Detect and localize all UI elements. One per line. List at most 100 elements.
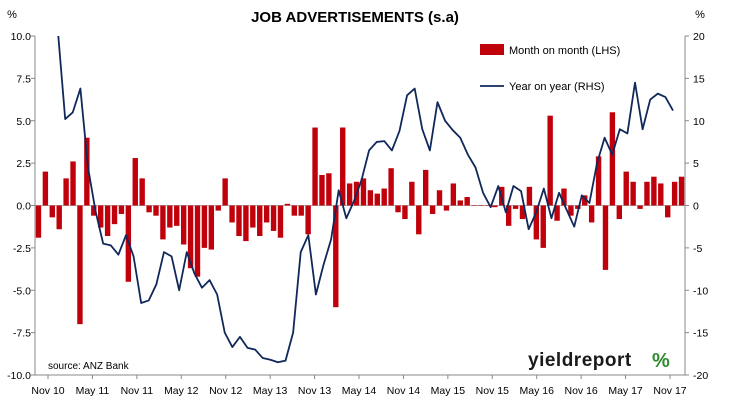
mom-bar xyxy=(471,205,477,206)
left-tick-label: 2.5 xyxy=(16,158,31,170)
right-tick-label: -15 xyxy=(693,328,708,340)
brand-text: yieldreport xyxy=(528,350,632,371)
mom-bar xyxy=(187,205,194,269)
mom-bar xyxy=(409,181,415,206)
mom-bar xyxy=(77,205,83,325)
mom-bar xyxy=(374,193,380,206)
mom-bar xyxy=(443,205,450,211)
mom-bar xyxy=(540,205,546,248)
mom-bar xyxy=(367,190,374,206)
mom-bar xyxy=(429,205,436,214)
mom-bar xyxy=(416,205,422,235)
mom-bar xyxy=(485,205,491,206)
mom-bar xyxy=(319,174,325,206)
mom-bar xyxy=(208,205,215,250)
mom-bar xyxy=(492,205,498,208)
mom-bar xyxy=(609,112,616,206)
brand-percent-icon: % xyxy=(652,350,670,372)
mom-bar xyxy=(602,205,609,270)
x-tick-label: May 13 xyxy=(253,385,288,397)
left-tick-label: -7.5 xyxy=(13,328,31,340)
right-tick-label: 10 xyxy=(693,116,705,128)
mom-bar xyxy=(526,186,533,206)
mom-bar xyxy=(588,205,595,223)
x-tick-label: Nov 10 xyxy=(31,385,64,397)
mom-bar xyxy=(104,205,111,237)
chart-title: JOB ADVERTISEMENTS (s.a) xyxy=(251,9,459,26)
mom-bar xyxy=(422,169,429,206)
mom-bar xyxy=(284,203,291,206)
mom-bar xyxy=(402,205,408,220)
mom-bar xyxy=(505,205,512,226)
mom-bar xyxy=(582,195,588,206)
right-tick-label: -5 xyxy=(693,243,702,255)
mom-bar xyxy=(630,181,636,206)
mom-bar xyxy=(450,183,457,206)
mom-bar xyxy=(568,205,574,216)
mom-bar xyxy=(519,205,526,220)
x-tick-label: Nov 15 xyxy=(476,385,509,397)
left-tick-label: 5.0 xyxy=(16,116,31,128)
mom-bar xyxy=(146,205,152,213)
mom-bars xyxy=(35,112,685,325)
left-axis: 10.0 7.5 5.0 2.5 0.0 -2.5 -5.0 -7.5 -10.0 xyxy=(7,31,35,382)
right-tick-label: 15 xyxy=(693,73,705,85)
right-tick-label: 20 xyxy=(693,31,705,43)
mom-bar xyxy=(575,205,581,209)
mom-bar xyxy=(360,178,367,206)
mom-bar xyxy=(464,197,470,206)
mom-bar xyxy=(250,205,256,228)
mom-bar xyxy=(326,173,332,206)
mom-bar xyxy=(644,181,650,206)
mom-bar xyxy=(49,205,55,218)
mom-bar xyxy=(616,205,622,220)
right-tick-label: -10 xyxy=(693,285,708,297)
yoy-line-layer xyxy=(57,36,674,364)
legend: Month on month (LHS) Year on year (RHS) xyxy=(480,44,620,93)
mom-bar xyxy=(637,205,643,209)
mom-bar xyxy=(153,205,159,216)
mom-bar xyxy=(595,156,602,206)
left-tick-label: 0.0 xyxy=(16,201,31,213)
yoy-line xyxy=(57,36,674,364)
mom-bar xyxy=(340,127,346,206)
x-axis: Nov 10 May 11 Nov 11 May 12 Nov 12 May 13 Nov … xyxy=(31,375,687,397)
right-tick-label: 0 xyxy=(693,201,699,213)
mom-bar xyxy=(222,178,228,206)
left-unit-label: % xyxy=(7,9,17,21)
legend-swatch-mom xyxy=(480,44,504,55)
mom-bar xyxy=(160,205,166,240)
left-tick-label: -2.5 xyxy=(13,243,31,255)
mom-bar xyxy=(180,205,187,245)
mom-bar xyxy=(665,205,671,218)
mom-bar xyxy=(651,176,657,206)
x-tick-label: Nov 14 xyxy=(387,385,420,397)
x-tick-label: May 12 xyxy=(164,385,199,397)
mom-bar xyxy=(533,205,540,240)
mom-bar xyxy=(333,205,339,308)
mom-bar xyxy=(201,205,208,248)
x-tick-label: May 17 xyxy=(608,385,643,397)
mom-bar xyxy=(118,205,125,214)
mom-bar xyxy=(215,205,221,211)
mom-bar xyxy=(277,205,284,238)
mom-bar xyxy=(132,158,138,206)
source-note: source: ANZ Bank xyxy=(48,361,130,372)
mom-bar xyxy=(63,178,69,206)
left-tick-label: 7.5 xyxy=(16,73,31,85)
right-tick-label: -20 xyxy=(693,370,708,382)
mom-bar xyxy=(70,161,76,206)
left-tick-label: 10.0 xyxy=(11,31,32,43)
brand-logo: yieldreport % xyxy=(528,350,670,372)
svg-text:yieldreport: yieldreport xyxy=(528,350,632,371)
x-tick-label: May 15 xyxy=(431,385,466,397)
mom-bar xyxy=(346,183,353,206)
x-tick-label: Nov 17 xyxy=(653,385,686,397)
mom-bar xyxy=(457,200,463,206)
x-tick-label: May 14 xyxy=(342,385,377,397)
mom-bar xyxy=(312,127,318,206)
legend-label-yoy: Year on year (RHS) xyxy=(509,81,605,93)
left-tick-label: -10.0 xyxy=(7,370,31,382)
mom-bar xyxy=(678,176,685,206)
